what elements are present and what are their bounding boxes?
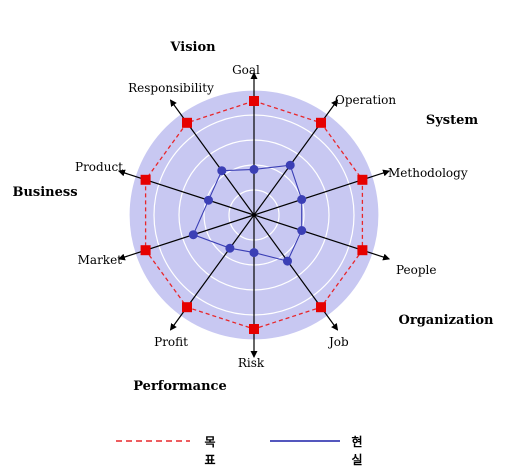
legend-label-actual-2: 실 (351, 452, 362, 467)
axis-label-job: Job (327, 335, 349, 349)
actual-marker-methodology (297, 195, 307, 204)
target-marker-responsibility (182, 117, 192, 128)
actual-marker-responsibility (217, 166, 227, 176)
axis-label-risk: Risk (238, 356, 265, 370)
target-marker-product (140, 174, 151, 185)
actual-marker-operation (285, 160, 295, 170)
axis-label-market: Market (78, 253, 123, 267)
group-label-system: System (426, 113, 479, 128)
actual-marker-product (204, 195, 213, 205)
group-label-vision: Vision (169, 40, 216, 55)
target-marker-goal (249, 96, 259, 106)
axis-label-goal: Goal (232, 63, 260, 77)
axis-label-methodology: Methodology (388, 166, 468, 180)
target-marker-operation (316, 117, 326, 128)
target-marker-market (140, 245, 151, 256)
axis-label-responsibility: Responsibility (128, 81, 214, 95)
actual-marker-job (283, 256, 292, 266)
target-marker-people (357, 245, 368, 256)
axis-labels: Goal Operation Methodology People Job Ri… (75, 63, 468, 370)
group-labels: Vision System Business Organization Perf… (12, 40, 494, 394)
legend-label-actual-1: 현 (351, 434, 362, 449)
actual-marker-profit (225, 243, 235, 253)
target-marker-risk (249, 324, 259, 334)
group-label-performance: Performance (133, 379, 226, 394)
radar-series (140, 96, 368, 334)
axis-label-people: People (396, 263, 436, 277)
group-label-organization: Organization (399, 313, 494, 328)
actual-marker-risk (249, 248, 259, 258)
axis-label-product: Product (75, 160, 123, 174)
target-marker-methodology (357, 174, 368, 185)
legend-label-target-2: 표 (204, 453, 215, 467)
target-marker-profit (182, 302, 192, 313)
group-label-business: Business (12, 185, 77, 200)
actual-marker-goal (249, 164, 259, 174)
legend-label-target-1: 목 (204, 435, 215, 449)
axis-label-profit: Profit (154, 335, 188, 349)
legend: 목 표 현 실 (116, 434, 363, 467)
actual-marker-market (188, 230, 198, 240)
axis-label-operation: Operation (335, 93, 396, 107)
target-marker-job (316, 302, 326, 313)
actual-marker-people (297, 226, 307, 235)
